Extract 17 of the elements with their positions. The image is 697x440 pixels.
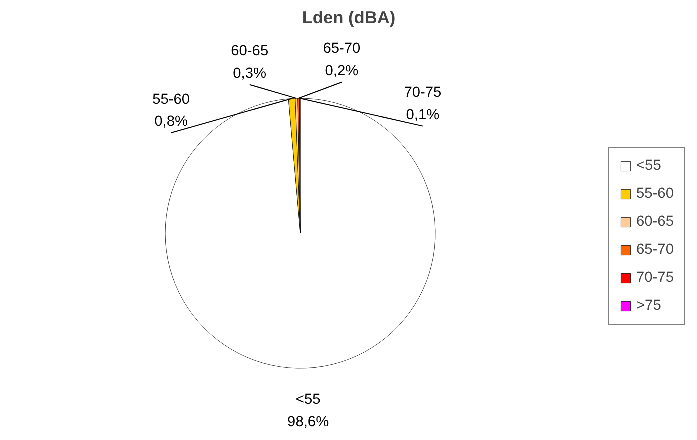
chart-title: Lden (dBA) bbox=[302, 8, 396, 28]
data-label: 98,6% bbox=[288, 414, 330, 431]
data-label: 0,1% bbox=[406, 108, 440, 124]
slice-label: <55 bbox=[296, 392, 321, 408]
slice-label: 65-70 bbox=[323, 41, 361, 58]
legend-label: 65-70 bbox=[636, 242, 674, 258]
legend-label: 55-60 bbox=[636, 186, 674, 202]
legend-label: 60-65 bbox=[636, 214, 674, 230]
slice-label: 60-65 bbox=[231, 44, 269, 60]
slice-label: 70-75 bbox=[404, 85, 442, 102]
data-label: 0,3% bbox=[233, 66, 267, 82]
data-label: 0,8% bbox=[154, 114, 188, 130]
slice-label: 55-60 bbox=[152, 92, 190, 108]
legend-label: >75 bbox=[636, 298, 662, 314]
legend-label: <55 bbox=[636, 158, 662, 174]
data-label: 0,2% bbox=[325, 64, 359, 80]
legend-label: 70-75 bbox=[636, 270, 674, 286]
